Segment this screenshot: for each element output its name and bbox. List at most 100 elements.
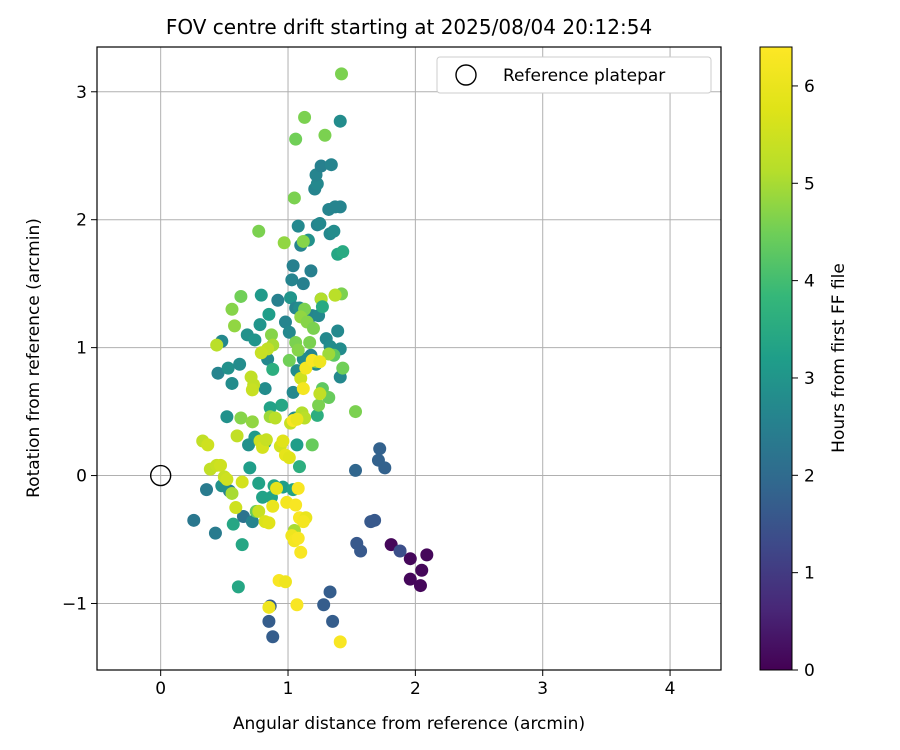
data-point [210, 338, 224, 352]
data-point [268, 411, 282, 425]
data-point [328, 288, 342, 302]
colorbar-tick-label: 5 [804, 174, 815, 194]
data-point [296, 277, 310, 291]
y-tick-label: 2 [76, 211, 87, 231]
data-point [276, 434, 290, 448]
data-point [305, 438, 319, 452]
data-point [403, 552, 417, 566]
data-point [229, 501, 243, 515]
colorbar-ticks: 0 1 2 3 4 5 6 [792, 77, 815, 681]
y-tick-label: 0 [76, 467, 87, 487]
data-point [327, 224, 341, 238]
data-point [235, 475, 249, 489]
data-point [290, 412, 304, 426]
data-point [220, 410, 234, 424]
data-point [233, 357, 247, 371]
data-point [306, 321, 320, 335]
data-point [290, 438, 304, 452]
data-point [221, 361, 235, 375]
data-point [254, 346, 268, 360]
data-point [278, 575, 292, 589]
data-point [287, 191, 301, 205]
data-point [262, 307, 276, 321]
data-point [310, 408, 324, 422]
data-point [291, 219, 305, 233]
data-point [254, 288, 268, 302]
data-point [266, 499, 280, 513]
data-point [271, 293, 285, 307]
data-point [336, 245, 350, 259]
colorbar-tick-label: 4 [804, 272, 815, 292]
data-point [403, 572, 417, 586]
data-point [245, 415, 259, 429]
data-point [364, 515, 378, 529]
data-point [231, 580, 245, 594]
data-point [201, 438, 215, 452]
data-point [333, 114, 347, 128]
data-point [296, 234, 310, 248]
data-point [252, 224, 266, 238]
data-point [256, 490, 270, 504]
data-point [266, 630, 280, 644]
data-point [315, 300, 329, 314]
data-point [349, 463, 363, 477]
data-point [242, 438, 256, 452]
x-tick-label: 3 [537, 679, 548, 699]
data-point [294, 545, 308, 559]
data-point [296, 382, 310, 396]
data-point [228, 319, 242, 333]
data-point [211, 366, 225, 380]
data-point [313, 355, 327, 369]
data-point [420, 548, 434, 562]
y-tick-label: 3 [76, 83, 87, 103]
data-point [312, 398, 326, 412]
data-point [291, 481, 305, 495]
colorbar: 0 1 2 3 4 5 6 Hours from first FF file [759, 46, 849, 681]
data-point [282, 325, 296, 339]
data-point [291, 343, 305, 357]
data-point [333, 635, 347, 649]
data-point [313, 217, 327, 231]
data-point [225, 486, 239, 500]
data-point [282, 451, 296, 465]
data-point [248, 333, 262, 347]
data-point [262, 600, 276, 614]
data-point [234, 289, 248, 303]
y-ticks: −1 0 1 2 3 [62, 83, 97, 614]
legend-box [436, 56, 712, 94]
data-point [318, 128, 332, 142]
data-point [200, 483, 214, 497]
data-point [323, 585, 337, 599]
data-point [322, 347, 336, 361]
data-point [378, 461, 392, 475]
data-point [278, 315, 292, 329]
data-point [335, 67, 349, 81]
data-point [290, 598, 304, 612]
data-point [294, 371, 308, 385]
data-point [317, 598, 331, 612]
data-point [285, 273, 299, 287]
data-point [275, 398, 289, 412]
y-axis-label: Rotation from reference (arcmin) [24, 218, 44, 498]
data-point [298, 110, 312, 124]
data-point [226, 517, 240, 531]
data-point [252, 504, 266, 518]
y-tick-label: −1 [62, 594, 87, 614]
colorbar-label: Hours from first FF file [829, 263, 849, 453]
data-point [230, 429, 244, 443]
colorbar-fill [759, 46, 793, 671]
data-point [220, 472, 234, 486]
data-point [333, 200, 347, 214]
data-point [262, 614, 276, 628]
colorbar-tick-label: 3 [804, 369, 815, 389]
data-point [208, 526, 222, 540]
data-point [393, 544, 407, 558]
x-tick-label: 1 [283, 679, 294, 699]
x-axis-label: Angular distance from reference (arcmin) [233, 714, 585, 734]
data-point [313, 387, 327, 401]
data-point [253, 318, 267, 332]
data-point [303, 336, 317, 350]
data-point [296, 515, 310, 529]
data-point [234, 411, 248, 425]
plot-frame [96, 46, 722, 671]
